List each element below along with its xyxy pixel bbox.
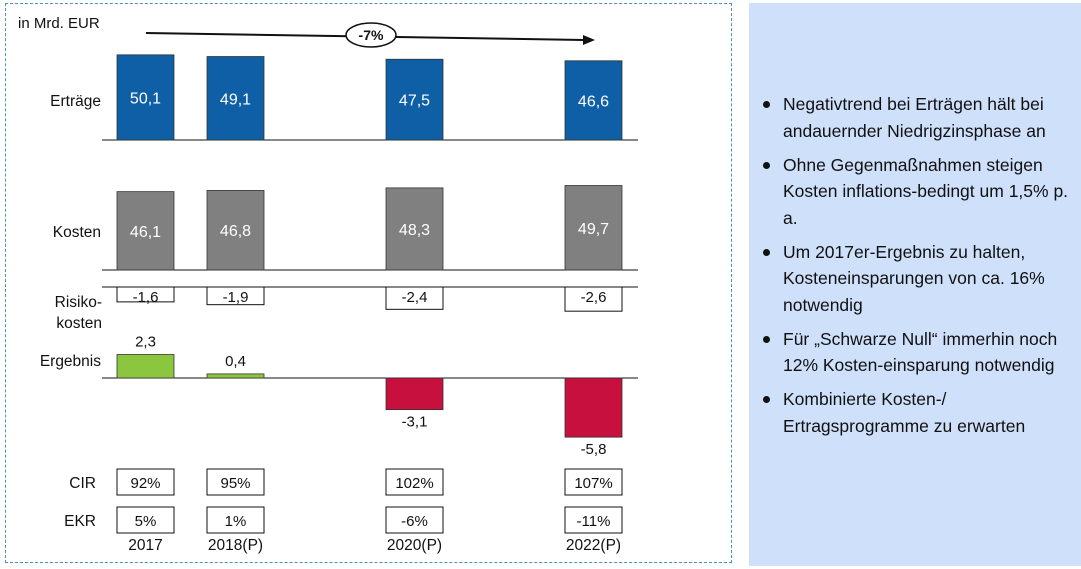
box-risikokosten xyxy=(385,286,444,310)
bar-ertraege xyxy=(116,54,175,141)
bar-ertraege xyxy=(206,56,265,141)
bar-label-kosten: 46,1 xyxy=(130,224,161,241)
bullet-dot-icon xyxy=(763,335,770,343)
bar-kosten xyxy=(116,191,175,271)
kpi-box-ekr xyxy=(385,506,444,534)
chart-svg: in Mrd. EUR -7% Erträge Kosten Risiko-kosten… xyxy=(18,15,638,554)
bar-label-ertraege: 46,6 xyxy=(578,93,609,110)
row-label-ergebnis: Ergebnis xyxy=(40,353,101,370)
x-tick-label: 2022(P) xyxy=(566,537,621,554)
kpi-value-cir: 95% xyxy=(220,475,250,492)
bullet-text: Um 2017er-Ergebnis zu halten, Kosteneins… xyxy=(783,241,1045,315)
bar-ertraege xyxy=(385,58,444,141)
bar-label-kosten: 48,3 xyxy=(399,222,430,239)
kpi-box-cir xyxy=(564,468,623,496)
bullet-text: Ohne Gegenmaßnahmen steigen Kosten infla… xyxy=(783,154,1069,228)
bar-label-ergebnis: 2,3 xyxy=(135,334,156,351)
bullet-item: Ohne Gegenmaßnahmen steigen Kosten infla… xyxy=(757,152,1081,232)
kpi-label-ekr: EKR xyxy=(64,513,96,530)
bullet-panel: Negativtrend bei Erträgen hält bei andau… xyxy=(749,3,1081,566)
kpi-box-ekr xyxy=(116,506,175,534)
row-label-risikokosten-1: Risiko- xyxy=(55,294,102,311)
bullet-dot-icon xyxy=(763,396,770,403)
bar-kosten xyxy=(564,185,623,271)
box-risikokosten xyxy=(564,286,623,312)
trend-arrowhead-icon xyxy=(583,35,595,45)
bar-ergebnis xyxy=(116,354,175,379)
box-risikokosten xyxy=(116,286,175,303)
bar-label-ertraege: 49,1 xyxy=(220,91,251,108)
bar-ergebnis xyxy=(206,373,265,379)
bar-label-ertraege: 47,5 xyxy=(399,93,430,110)
bullet-dot-icon xyxy=(763,161,770,169)
trend-label: -7% xyxy=(359,27,384,43)
bar-kosten xyxy=(385,187,444,271)
box-label-risikokosten: -1,9 xyxy=(223,289,249,306)
unit-label: in Mrd. EUR xyxy=(18,15,100,32)
kpi-value-cir: 92% xyxy=(130,475,160,492)
bullet-list: Negativtrend bei Erträgen hält bei andau… xyxy=(757,91,1081,447)
bullet-text: Negativtrend bei Erträgen hält bei andau… xyxy=(783,94,1046,141)
bar-ergebnis xyxy=(564,377,623,438)
box-label-risikokosten: -1,6 xyxy=(133,289,159,306)
bullet-item: Negativtrend bei Erträgen hält bei andau… xyxy=(757,91,1081,144)
x-tick-label: 2020(P) xyxy=(387,537,442,554)
x-tick-label: 2018(P) xyxy=(208,537,263,554)
x-tick-label: 2017 xyxy=(128,537,162,554)
kpi-box-ekr xyxy=(206,506,265,534)
bar-label-ertraege: 50,1 xyxy=(130,90,161,107)
kpi-box-ekr xyxy=(564,506,623,534)
bar-ergebnis xyxy=(385,377,444,411)
box-label-risikokosten: -2,4 xyxy=(402,289,428,306)
bullet-item: Kombinierte Kosten-/ Ertragsprogramme zu… xyxy=(757,386,1081,439)
kpi-label-cir: CIR xyxy=(69,475,96,492)
bullet-item: Für „Schwarze Null“ immerhin noch 12% Ko… xyxy=(757,326,1081,379)
box-label-risikokosten: -2,6 xyxy=(581,289,607,306)
bar-label-ergebnis: -3,1 xyxy=(402,414,428,431)
kpi-value-ekr: 1% xyxy=(225,513,247,530)
bar-label-ergebnis: -5,8 xyxy=(581,441,607,458)
bar-ertraege xyxy=(564,60,623,141)
kpi-box-cir xyxy=(385,468,444,496)
row-label-kosten: Kosten xyxy=(53,224,101,241)
kpi-box-cir xyxy=(116,468,175,496)
bar-label-ergebnis: 0,4 xyxy=(225,353,246,370)
box-risikokosten xyxy=(206,286,265,306)
bullet-item: Um 2017er-Ergebnis zu halten, Kosteneins… xyxy=(757,239,1081,319)
bar-kosten xyxy=(206,190,265,271)
kpi-value-cir: 102% xyxy=(395,475,433,492)
row-label-risikokosten-2: kosten xyxy=(56,315,102,332)
bullet-text: Kombinierte Kosten-/ Ertragsprogramme zu… xyxy=(783,389,1026,436)
kpi-value-ekr: -11% xyxy=(577,513,611,530)
bullet-dot-icon xyxy=(763,101,770,108)
bar-label-kosten: 46,8 xyxy=(220,223,251,240)
bullet-text: Für „Schwarze Null“ immerhin noch 12% Ko… xyxy=(783,328,1058,376)
chart-frame: in Mrd. EUR -7% Erträge Kosten Risiko-kosten… xyxy=(5,3,732,563)
kpi-value-ekr: -6% xyxy=(401,513,428,530)
bar-label-kosten: 49,7 xyxy=(578,221,609,238)
trend-ellipse xyxy=(345,22,397,48)
row-label-ertraege: Erträge xyxy=(50,93,101,110)
kpi-value-ekr: 5% xyxy=(135,513,157,530)
kpi-value-cir: 107% xyxy=(574,475,612,492)
bullet-dot-icon xyxy=(763,248,770,256)
kpi-box-cir xyxy=(206,468,265,496)
